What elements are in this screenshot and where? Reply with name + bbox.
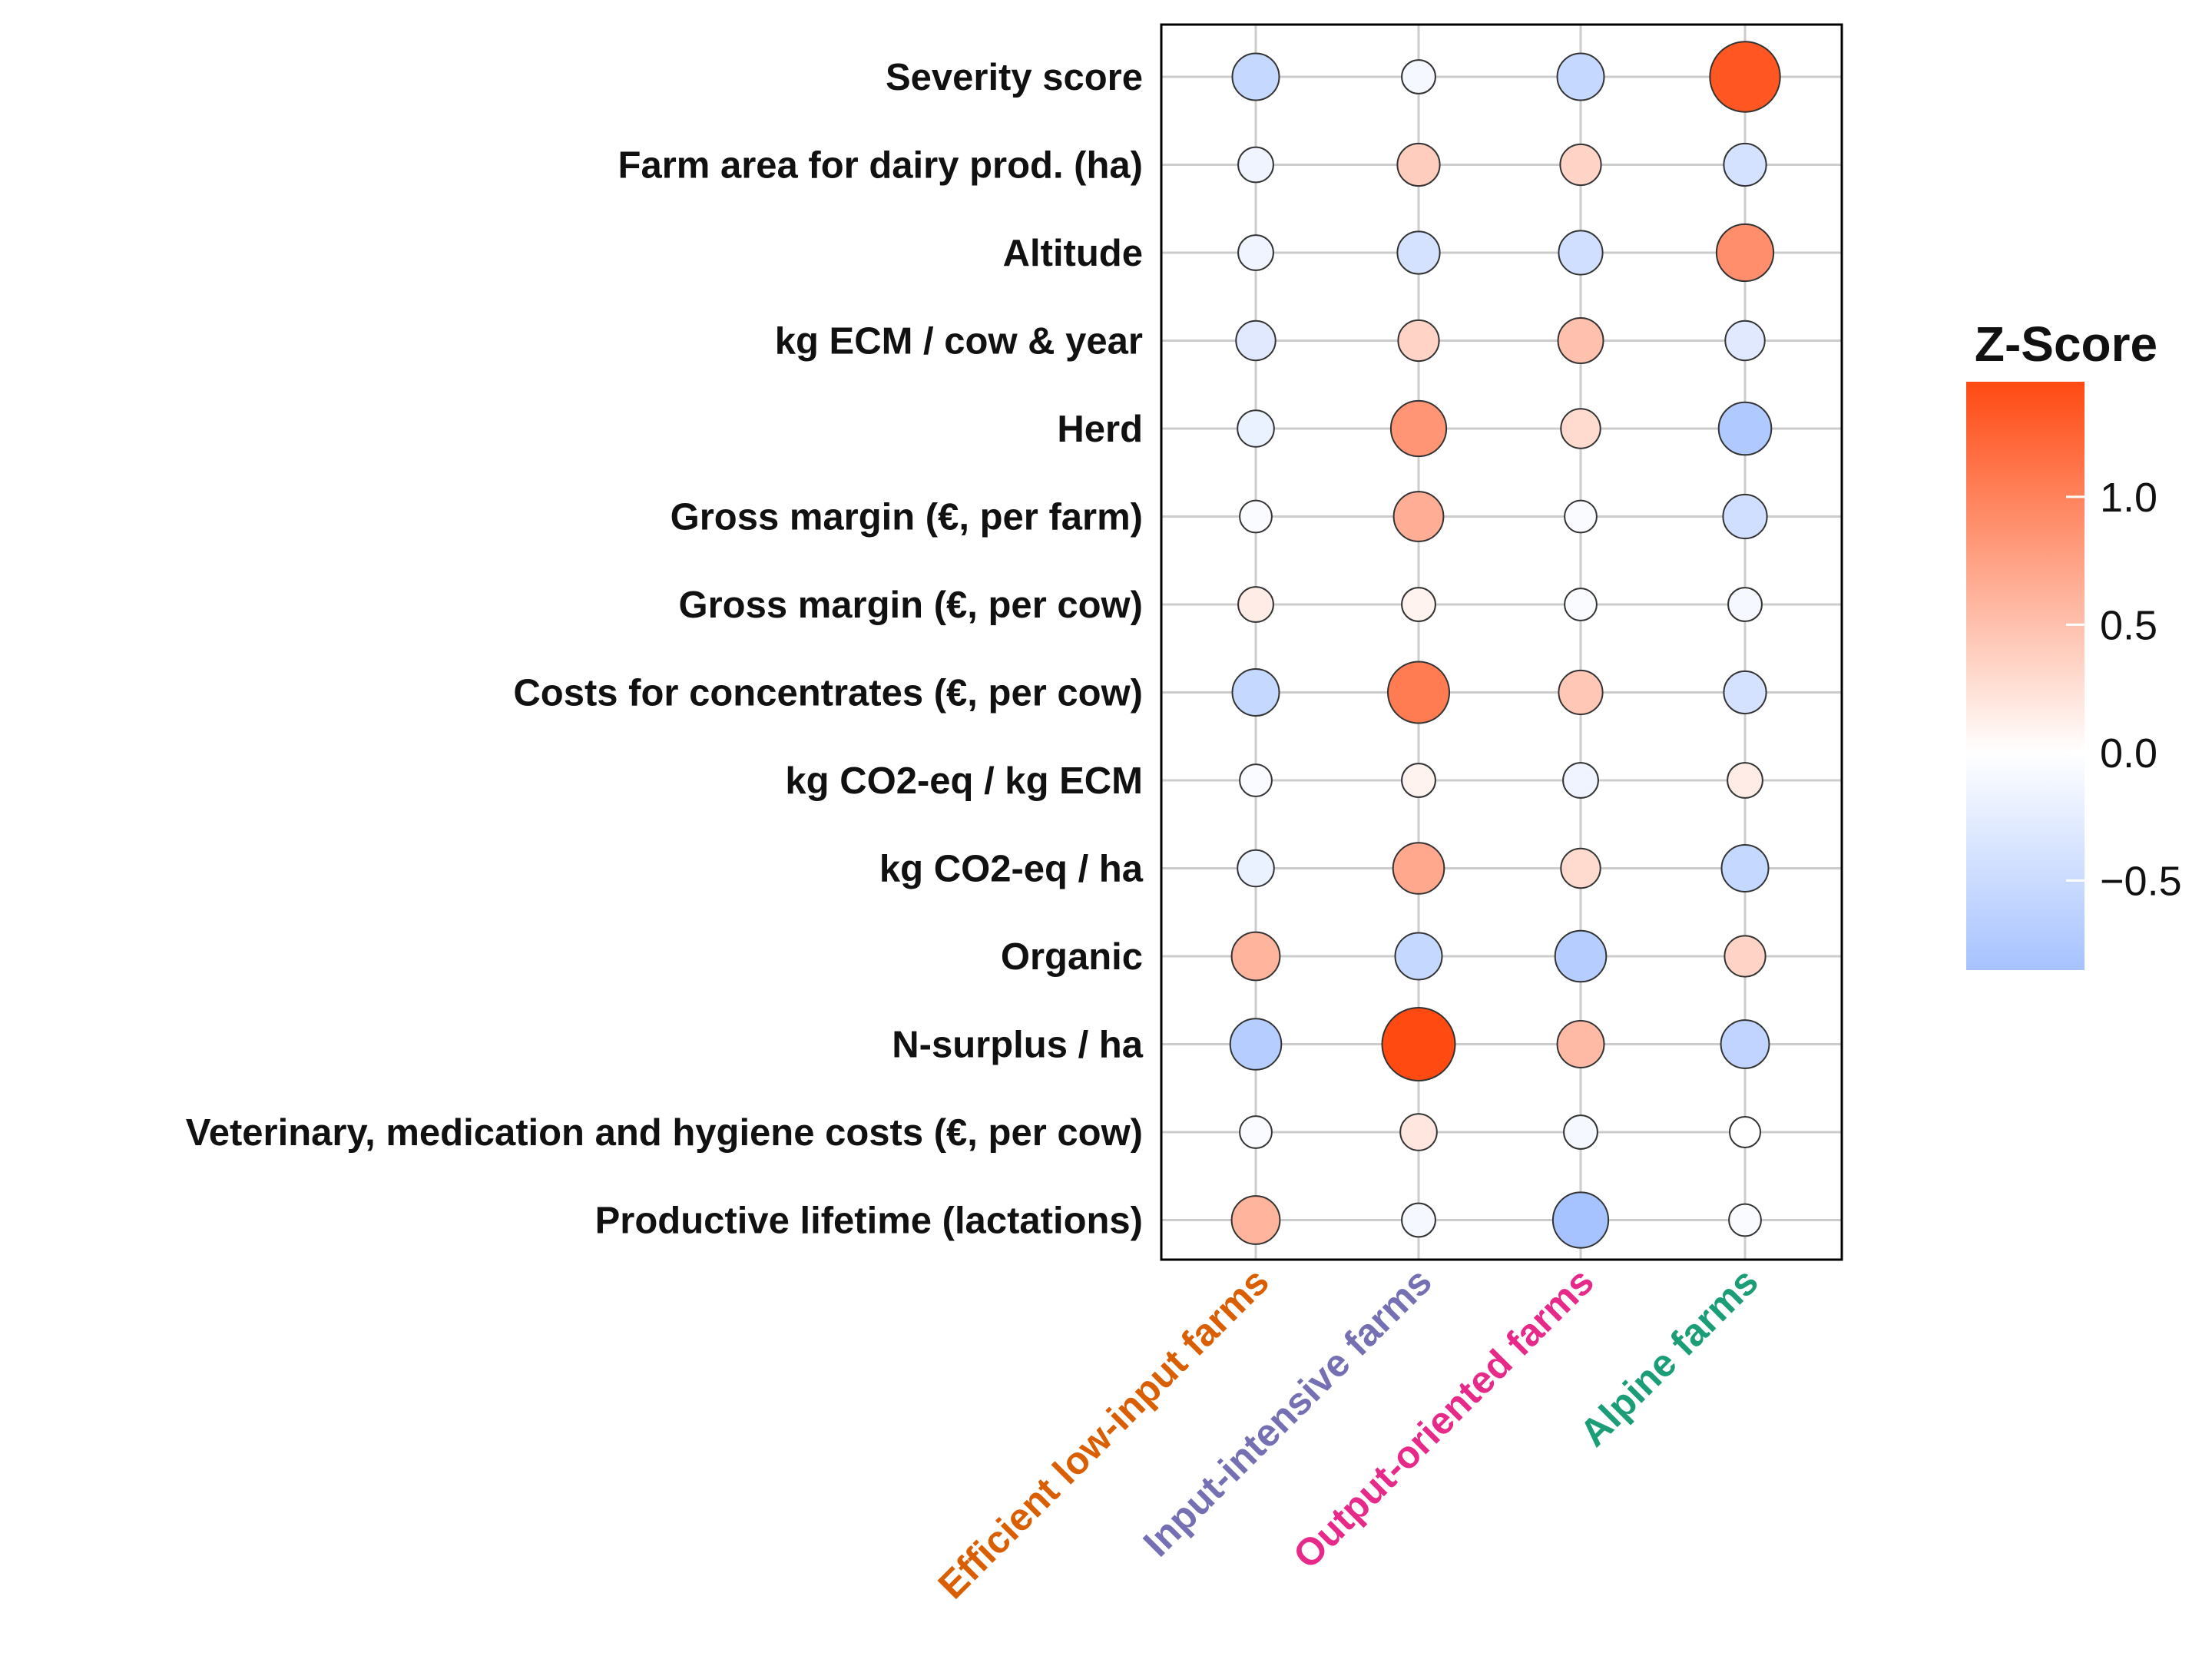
bubble-point [1560,847,1601,889]
bubble-point [1235,320,1277,362]
bubble-point [1399,1113,1438,1151]
bubble-point [1720,844,1770,892]
bubble-point [1557,317,1604,364]
row-label: Gross margin (€, per farm) [671,497,1143,538]
row-label: kg CO2-eq / kg ECM [785,760,1143,802]
bubble-point [1724,320,1766,362]
bubble-point [1720,1019,1770,1069]
row-labels: Severity score Farm area for dairy prod. … [186,57,1144,1242]
bubble-point [1237,409,1275,448]
plot-frame [1160,23,1843,1261]
bubble-point [1727,762,1763,799]
legend-tick-label: 1.0 [2100,475,2157,521]
legend-title: Z-Score [1975,316,2157,372]
legend-tick-label: −0.5 [2100,858,2182,904]
bubble-point [1231,52,1280,101]
bubble-point [1401,763,1436,798]
legend: Z-Score 1.0 0.5 0.0 −0.5 [1966,316,2182,970]
row-label: Organic [1001,936,1143,978]
bubble-point [1564,499,1598,534]
bubble-point [1231,668,1280,717]
bubble-point [1558,230,1604,276]
bubble-point [1729,1116,1761,1148]
bubble-point [1560,408,1601,449]
row-label: Farm area for dairy prod. (ha) [618,145,1143,187]
bubble-point [1392,842,1445,895]
bubble-point [1715,223,1775,283]
bubble-point [1397,319,1440,363]
row-label: Veterinary, medication and hygiene costs… [186,1112,1143,1154]
legend-tick-label: 0.0 [2100,730,2157,777]
row-label: Costs for concentrates (€, per cow) [513,673,1143,714]
bubble-point [1559,143,1602,187]
legend-tick-label: 0.5 [2100,602,2157,648]
bubble-point [1723,670,1767,715]
bubble-point [1237,234,1274,271]
legend-colorbar [1966,382,2085,970]
bubble-point [1727,587,1763,622]
row-label: Altitude [1003,233,1143,274]
bubble-point [1237,849,1275,888]
row-label: kg ECM / cow & year [775,321,1143,363]
bubble-point [1709,41,1781,113]
row-label: kg CO2-eq / ha [879,849,1144,890]
bubble-point [1394,932,1443,981]
bubble-point [1401,587,1436,622]
row-label: Herd [1057,409,1143,450]
bubble-point [1229,1018,1283,1071]
row-label: Severity score [886,57,1143,98]
bubble-point [1556,52,1605,101]
dots-layer [1229,41,1781,1249]
bubble-point [1230,931,1281,982]
bubble-point [1556,1020,1605,1068]
bubble-point [1381,1007,1456,1081]
bubble-point [1551,1191,1610,1249]
bubble-point [1237,146,1274,184]
bubble-point [1724,935,1767,978]
bubble-point [1562,762,1599,799]
row-label: Gross margin (€, per cow) [679,585,1144,626]
bubble-point [1722,493,1768,540]
bubble-point [1237,586,1274,623]
bubble-point [1401,1202,1436,1238]
bubble-point [1401,59,1436,94]
bubble-point [1717,401,1773,456]
bubble-point [1239,499,1273,534]
bubble-point [1392,491,1445,542]
row-label: N-surplus / ha [892,1025,1143,1066]
legend-ticks: 1.0 0.5 0.0 −0.5 [2066,475,2182,904]
bubble-point [1396,142,1441,187]
row-label: Productive lifetime (lactations) [595,1200,1143,1242]
bubble-point [1389,399,1448,458]
bubble-point [1239,1115,1273,1149]
bubble-point [1554,929,1608,983]
bubble-point [1230,1195,1281,1245]
bubble-point [1396,230,1441,275]
bubble-point [1387,661,1450,724]
bubble-point [1558,669,1604,716]
bubble-point [1728,1203,1762,1237]
bubble-point [1564,588,1598,621]
bubble-point [1563,1114,1598,1150]
bubble-point [1723,142,1767,187]
bubble-point [1239,763,1273,797]
